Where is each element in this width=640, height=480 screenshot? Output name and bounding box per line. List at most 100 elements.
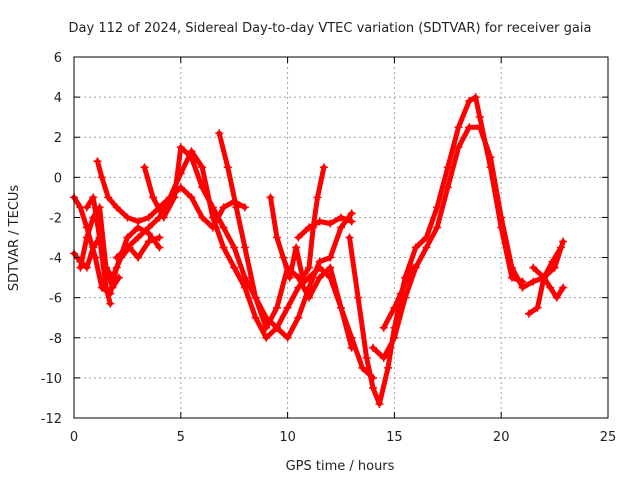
data-point (208, 203, 217, 212)
y-tick-label: 4 (54, 91, 62, 106)
data-point (232, 203, 241, 212)
data-point (230, 263, 239, 272)
data-point (304, 223, 313, 232)
y-tick-label: 2 (54, 131, 62, 146)
data-point (134, 217, 143, 226)
data-point (375, 399, 384, 408)
data-point (313, 193, 322, 202)
y-tick-label: -10 (41, 372, 62, 387)
data-point (89, 193, 98, 202)
data-point (134, 253, 143, 262)
data-point (112, 203, 121, 212)
data-point (524, 309, 533, 318)
data-point (337, 213, 345, 222)
data-point (362, 353, 371, 362)
data-point (559, 237, 568, 246)
data-point (379, 353, 388, 362)
data-point (198, 163, 207, 172)
y-tick-label: -2 (49, 211, 62, 226)
data-point (465, 123, 474, 132)
y-tick-label: 6 (54, 51, 62, 66)
series-track-4 (82, 193, 115, 308)
data-point (315, 273, 324, 282)
data-point (337, 303, 345, 312)
data-point (369, 343, 378, 352)
y-tick-label: -12 (41, 412, 62, 427)
data-point (557, 243, 566, 252)
data-point (486, 153, 495, 162)
data-point (223, 163, 232, 172)
x-tick-label: 15 (386, 430, 403, 445)
data-point (279, 253, 288, 262)
data-point (304, 263, 313, 272)
series-track-9 (266, 163, 328, 282)
data-point (93, 157, 102, 166)
data-point (326, 263, 335, 272)
data-point (82, 233, 91, 242)
data-point (76, 263, 85, 272)
data-point (358, 363, 367, 372)
series-line (268, 164, 327, 281)
data-point (294, 233, 303, 242)
data-point (187, 153, 196, 162)
y-axis-label: SDTVAR / TECUs (7, 185, 22, 292)
y-tick-label: 0 (54, 171, 62, 186)
data-point (326, 219, 335, 228)
series-line (347, 94, 526, 407)
data-point (465, 97, 474, 106)
y-tick-label: -6 (49, 292, 62, 307)
data-point (198, 213, 207, 222)
data-point (347, 217, 356, 226)
data-point (89, 243, 98, 252)
data-point (422, 243, 431, 252)
data-point (396, 289, 405, 298)
x-tick-label: 10 (279, 430, 296, 445)
y-tick-label: -8 (49, 332, 62, 347)
data-point (283, 303, 292, 312)
data-point (144, 223, 153, 232)
data-point (97, 173, 106, 182)
x-tick-label: 5 (177, 430, 185, 445)
data-point (219, 203, 228, 212)
data-point (292, 243, 301, 252)
data-point (106, 299, 115, 308)
data-point (383, 363, 392, 372)
data-point (198, 183, 207, 192)
data-point (123, 233, 132, 242)
series-track-11 (345, 93, 527, 408)
data-point (533, 303, 542, 312)
data-point (546, 283, 555, 292)
data-point (559, 283, 568, 292)
data-point (187, 193, 196, 202)
data-point (443, 163, 452, 172)
data-point (159, 213, 168, 222)
axis-tick-labels: 0 5 10 15 20 25 -12 -10 -8 -6 -4 -2 0 2 4 6 (41, 51, 617, 445)
series-track-10 (294, 213, 356, 242)
data-point (95, 233, 104, 242)
data-point (262, 333, 271, 342)
data-point (170, 193, 179, 202)
data-point (539, 273, 548, 282)
data-point (475, 113, 484, 122)
x-tick-label: 20 (493, 430, 510, 445)
data-point (294, 313, 303, 322)
series-line (370, 124, 566, 361)
data-point (272, 323, 281, 332)
y-tick-label: -4 (49, 252, 62, 267)
series-track-13 (379, 263, 418, 332)
x-tick-label: 25 (600, 430, 617, 445)
data-point (548, 257, 557, 266)
data-point (390, 303, 399, 312)
chart-title: Day 112 of 2024, Sidereal Day-to-day VTE… (69, 21, 592, 36)
x-axis-label: GPS time / hours (286, 459, 395, 474)
data-point (144, 213, 153, 222)
data-point (529, 277, 538, 286)
x-tick-label: 0 (70, 430, 78, 445)
data-point (411, 243, 420, 252)
data-point (390, 333, 399, 342)
data-point (91, 253, 100, 262)
data-point (240, 273, 249, 282)
data-point (304, 293, 313, 302)
data-point (272, 303, 281, 312)
